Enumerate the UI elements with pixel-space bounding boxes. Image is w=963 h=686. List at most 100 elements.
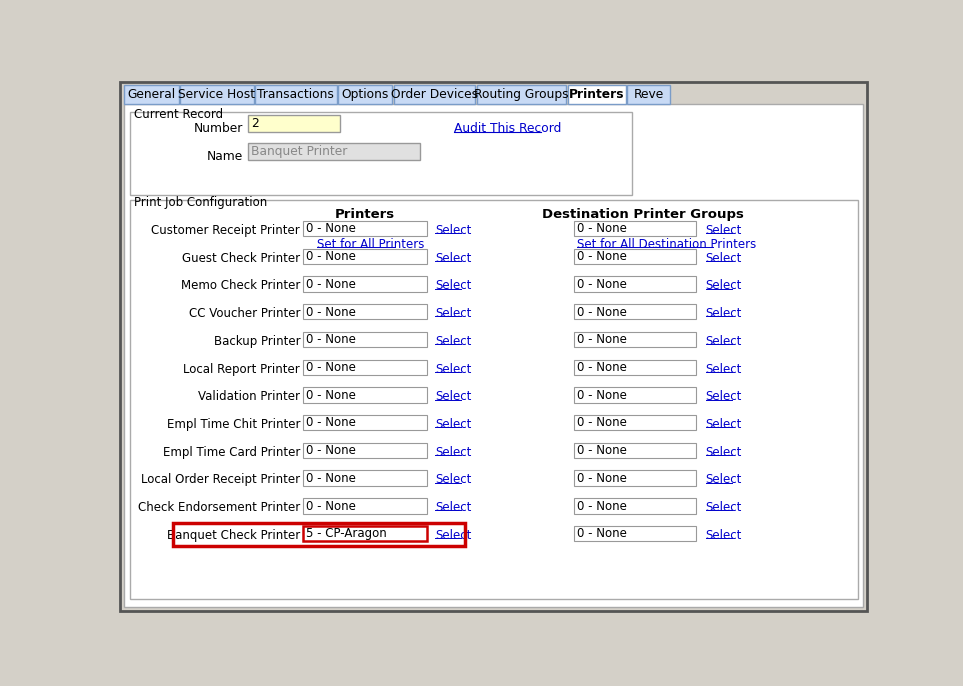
Text: Service Host: Service Host bbox=[178, 88, 255, 101]
Bar bbox=[303, 304, 428, 320]
Text: 0 - None: 0 - None bbox=[577, 222, 627, 235]
Text: Backup Printer: Backup Printer bbox=[214, 335, 300, 348]
Text: Select: Select bbox=[706, 363, 742, 376]
Text: Banquet Printer: Banquet Printer bbox=[251, 145, 348, 158]
Text: CC Voucher Printer: CC Voucher Printer bbox=[189, 307, 300, 320]
Text: 0 - None: 0 - None bbox=[306, 445, 356, 458]
Bar bbox=[627, 84, 670, 104]
Bar bbox=[248, 143, 420, 160]
Text: 0 - None: 0 - None bbox=[577, 278, 627, 291]
Bar bbox=[394, 84, 476, 104]
Text: Select: Select bbox=[435, 418, 472, 431]
Text: Audit This Record: Audit This Record bbox=[454, 122, 561, 135]
Text: Select: Select bbox=[435, 473, 472, 486]
Text: 0 - None: 0 - None bbox=[577, 528, 627, 541]
Bar bbox=[338, 84, 392, 104]
Bar bbox=[180, 84, 253, 104]
Text: Select: Select bbox=[435, 446, 472, 459]
Bar bbox=[130, 200, 858, 599]
Text: 0 - None: 0 - None bbox=[306, 472, 356, 485]
Text: Memo Check Printer: Memo Check Printer bbox=[181, 279, 300, 292]
Text: Banquet Check Printer: Banquet Check Printer bbox=[167, 529, 300, 542]
Text: Select: Select bbox=[706, 501, 742, 514]
Bar bbox=[574, 387, 696, 403]
Text: 0 - None: 0 - None bbox=[306, 389, 356, 402]
Text: Destination Printer Groups: Destination Printer Groups bbox=[542, 208, 743, 221]
Text: 0 - None: 0 - None bbox=[577, 445, 627, 458]
Text: Routing Groups: Routing Groups bbox=[474, 88, 569, 101]
Text: Local Report Printer: Local Report Printer bbox=[183, 363, 300, 376]
Bar bbox=[248, 115, 340, 132]
Bar bbox=[303, 387, 428, 403]
Text: Select: Select bbox=[435, 529, 472, 542]
Bar bbox=[574, 498, 696, 514]
Bar bbox=[574, 415, 696, 430]
Bar bbox=[574, 248, 696, 264]
Bar bbox=[574, 332, 696, 347]
Text: 0 - None: 0 - None bbox=[306, 416, 356, 429]
Bar bbox=[574, 276, 696, 292]
Text: Printers: Printers bbox=[335, 208, 396, 221]
Bar bbox=[574, 442, 696, 458]
Text: 0 - None: 0 - None bbox=[577, 306, 627, 318]
Text: Select: Select bbox=[706, 307, 742, 320]
Text: 0 - None: 0 - None bbox=[306, 333, 356, 346]
Bar bbox=[303, 471, 428, 486]
Bar bbox=[303, 442, 428, 458]
Text: Select: Select bbox=[435, 390, 472, 403]
Text: Number: Number bbox=[194, 122, 243, 135]
Text: Check Endorsement Printer: Check Endorsement Printer bbox=[138, 501, 300, 514]
Bar bbox=[574, 526, 696, 541]
Text: Select: Select bbox=[435, 224, 472, 237]
Text: Transactions: Transactions bbox=[257, 88, 334, 101]
Text: Select: Select bbox=[435, 252, 472, 265]
Text: Empl Time Card Printer: Empl Time Card Printer bbox=[163, 446, 300, 459]
Text: Name: Name bbox=[207, 150, 243, 163]
Text: 0 - None: 0 - None bbox=[577, 499, 627, 512]
Text: 0 - None: 0 - None bbox=[577, 389, 627, 402]
Bar bbox=[574, 304, 696, 320]
Text: Select: Select bbox=[706, 529, 742, 542]
Text: Select: Select bbox=[435, 501, 472, 514]
Text: Options: Options bbox=[342, 88, 389, 101]
Text: Select: Select bbox=[706, 335, 742, 348]
Text: 0 - None: 0 - None bbox=[577, 416, 627, 429]
Text: Select: Select bbox=[706, 473, 742, 486]
Text: Set for All Printers: Set for All Printers bbox=[317, 238, 425, 251]
Text: Select: Select bbox=[435, 307, 472, 320]
Bar bbox=[303, 221, 428, 236]
Text: 0 - None: 0 - None bbox=[306, 306, 356, 318]
Text: 0 - None: 0 - None bbox=[306, 361, 356, 374]
Bar bbox=[173, 523, 465, 546]
Bar bbox=[303, 332, 428, 347]
Text: Current Record: Current Record bbox=[134, 108, 223, 121]
Text: Reve: Reve bbox=[634, 88, 664, 101]
Bar bbox=[574, 359, 696, 375]
Text: Select: Select bbox=[706, 279, 742, 292]
Text: Select: Select bbox=[435, 279, 472, 292]
Bar bbox=[477, 84, 566, 104]
Bar bbox=[303, 526, 428, 541]
Text: General: General bbox=[127, 88, 175, 101]
Text: Select: Select bbox=[706, 252, 742, 265]
Bar bbox=[255, 84, 337, 104]
Bar bbox=[303, 276, 428, 292]
Text: 0 - None: 0 - None bbox=[306, 499, 356, 512]
Bar bbox=[303, 415, 428, 430]
Text: 2: 2 bbox=[251, 117, 259, 130]
Text: Guest Check Printer: Guest Check Printer bbox=[182, 252, 300, 265]
Text: Set for All Destination Printers: Set for All Destination Printers bbox=[577, 238, 756, 251]
Bar bbox=[303, 248, 428, 264]
Bar bbox=[303, 498, 428, 514]
Text: Print Job Configuration: Print Job Configuration bbox=[134, 196, 268, 209]
Bar bbox=[567, 84, 626, 104]
Bar bbox=[130, 112, 632, 195]
Text: Empl Time Chit Printer: Empl Time Chit Printer bbox=[167, 418, 300, 431]
Text: 0 - None: 0 - None bbox=[306, 278, 356, 291]
Text: Validation Printer: Validation Printer bbox=[198, 390, 300, 403]
Text: Select: Select bbox=[706, 224, 742, 237]
Text: 0 - None: 0 - None bbox=[577, 250, 627, 263]
Bar bbox=[124, 84, 178, 104]
Text: Select: Select bbox=[435, 363, 472, 376]
Text: Select: Select bbox=[706, 446, 742, 459]
